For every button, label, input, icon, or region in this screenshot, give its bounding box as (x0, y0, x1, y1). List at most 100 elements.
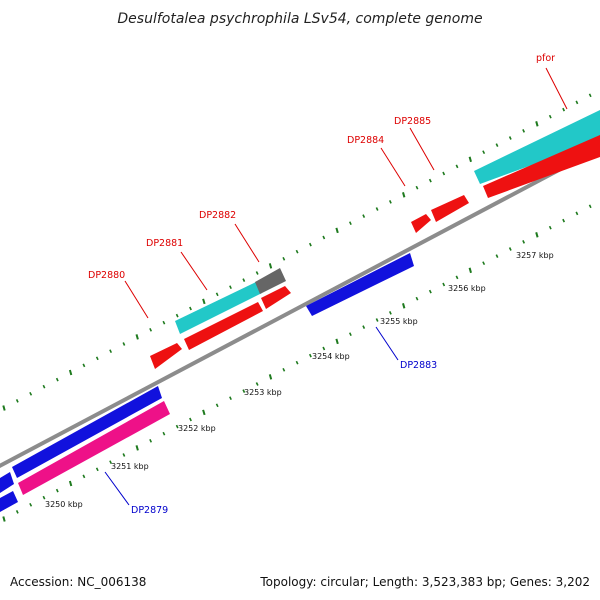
lower-track-tick (189, 417, 192, 422)
upper-track-tick (55, 377, 59, 382)
gene-pfor-arrow[interactable] (483, 135, 600, 198)
gene-dp2881-bar[interactable] (175, 281, 262, 334)
gene-dp2883-arrow[interactable] (306, 253, 414, 316)
upper-track-tick (15, 399, 19, 403)
upper-track-tick (175, 313, 179, 318)
lower-track-tick (415, 296, 419, 301)
gene-label-dp2880[interactable]: DP2880 (88, 270, 125, 281)
lower-track-tick (255, 382, 259, 386)
gene-label-pfor[interactable]: pfor (536, 53, 555, 64)
lower-track-tick (149, 438, 153, 443)
gene-dp2881-arrow[interactable] (184, 302, 263, 350)
lower-track-tick (362, 325, 366, 329)
lower-track-tick (42, 495, 46, 500)
upper-track-tick (548, 114, 552, 119)
upper-track-tick (295, 249, 299, 254)
callout-line-dp2881 (180, 251, 208, 291)
lower-track-tick (468, 267, 472, 274)
genome-backbone (0, 146, 600, 468)
upper-track-tick (149, 327, 153, 332)
upper-track-tick (82, 363, 86, 368)
lower-track-tick (215, 403, 219, 408)
lower-track-tick (482, 261, 486, 266)
upper-track-tick (508, 136, 512, 140)
ruler-label-3255: 3255 kbp (380, 317, 418, 326)
gene-label-dp2884[interactable]: DP2884 (347, 135, 384, 146)
upper-track-tick (388, 200, 392, 204)
upper-track-tick (522, 129, 526, 133)
lower-track-tick (335, 338, 339, 345)
lower-track-tick (175, 424, 179, 429)
upper-track-tick (308, 242, 312, 247)
lower-track-tick (375, 318, 379, 322)
upper-track-tick (588, 93, 592, 98)
gene-label-dp2882[interactable]: DP2882 (199, 210, 236, 221)
gene-dp2880-arrow[interactable] (150, 343, 182, 369)
map-title: Desulfotalea psychrophila LSv54, complet… (117, 11, 482, 27)
upper-track-tick (375, 207, 379, 211)
upper-track-tick (68, 369, 73, 376)
gene-label-dp2879[interactable]: DP2879 (131, 505, 168, 516)
lower-track-tick (308, 353, 312, 358)
upper-track-tick (562, 107, 566, 112)
gene-dp2884-arrow[interactable] (411, 214, 431, 233)
lower-track-tick (282, 367, 286, 372)
lower-track-tick (2, 516, 6, 522)
lower-track-tick (29, 502, 33, 507)
gene-left-blue-edge[interactable] (0, 472, 14, 493)
upper-track-tick (29, 391, 33, 396)
gene-pfor-bar[interactable] (474, 110, 600, 184)
ruler-label-3250: 3250 kbp (45, 500, 83, 509)
upper-track-tick (482, 150, 486, 155)
lower-track-tick (402, 303, 406, 309)
upper-track-tick (415, 185, 419, 190)
lower-track-tick (388, 311, 392, 315)
upper-track-tick (402, 192, 406, 198)
ruler-label-3256: 3256 kbp (448, 284, 486, 293)
lower-track-tick (109, 460, 113, 465)
lower-track-tick (575, 211, 579, 216)
lower-track-tick (55, 488, 59, 493)
upper-track-tick (229, 285, 232, 290)
gene-dp2879-bar[interactable] (18, 401, 170, 495)
lower-track-tick (95, 467, 99, 472)
lower-track-tick (588, 204, 592, 209)
gene-left-blue-upper[interactable] (12, 386, 162, 478)
upper-track-tick (535, 121, 539, 127)
gene-left-blue-lower[interactable] (0, 491, 18, 512)
ruler-label-3251: 3251 kbp (111, 462, 149, 471)
lower-track-tick (548, 225, 552, 230)
genome-summary-text: Topology: circular; Length: 3,523,383 bp… (259, 575, 590, 589)
ruler-label-3252: 3252 kbp (178, 424, 216, 433)
upper-track-tick (189, 306, 192, 311)
upper-track-tick (348, 221, 352, 226)
gene-label-dp2885[interactable]: DP2885 (394, 116, 431, 127)
gene-label-dp2883[interactable]: DP2883 (400, 360, 437, 371)
upper-track-tick (95, 356, 99, 361)
callout-line-dp2885 (409, 127, 435, 171)
lower-track-tick (508, 247, 512, 251)
lower-track-tick (68, 480, 73, 487)
upper-track-tick (282, 256, 286, 261)
lower-track-tick (162, 431, 166, 436)
upper-track-tick (135, 334, 139, 340)
ruler-label-3254: 3254 kbp (312, 352, 350, 361)
upper-tick-track (2, 93, 592, 411)
callout-line-pfor (545, 67, 568, 110)
gene-dp2885-arrow[interactable] (431, 195, 469, 222)
lower-track-tick (242, 389, 246, 393)
gene-dp2882-arrow[interactable] (261, 286, 291, 309)
upper-track-tick (109, 349, 113, 354)
lower-track-tick (535, 232, 539, 238)
upper-track-tick (428, 178, 432, 183)
upper-track-tick (335, 227, 339, 234)
upper-track-tick (215, 292, 219, 297)
gene-label-dp2881[interactable]: DP2881 (146, 238, 183, 249)
gene-dp2882-bar[interactable] (255, 268, 286, 294)
upper-track-tick (255, 271, 259, 275)
callout-line-dp2882 (234, 223, 260, 263)
upper-track-tick (42, 384, 46, 389)
upper-track-tick (322, 235, 326, 240)
lower-track-tick (442, 282, 446, 287)
